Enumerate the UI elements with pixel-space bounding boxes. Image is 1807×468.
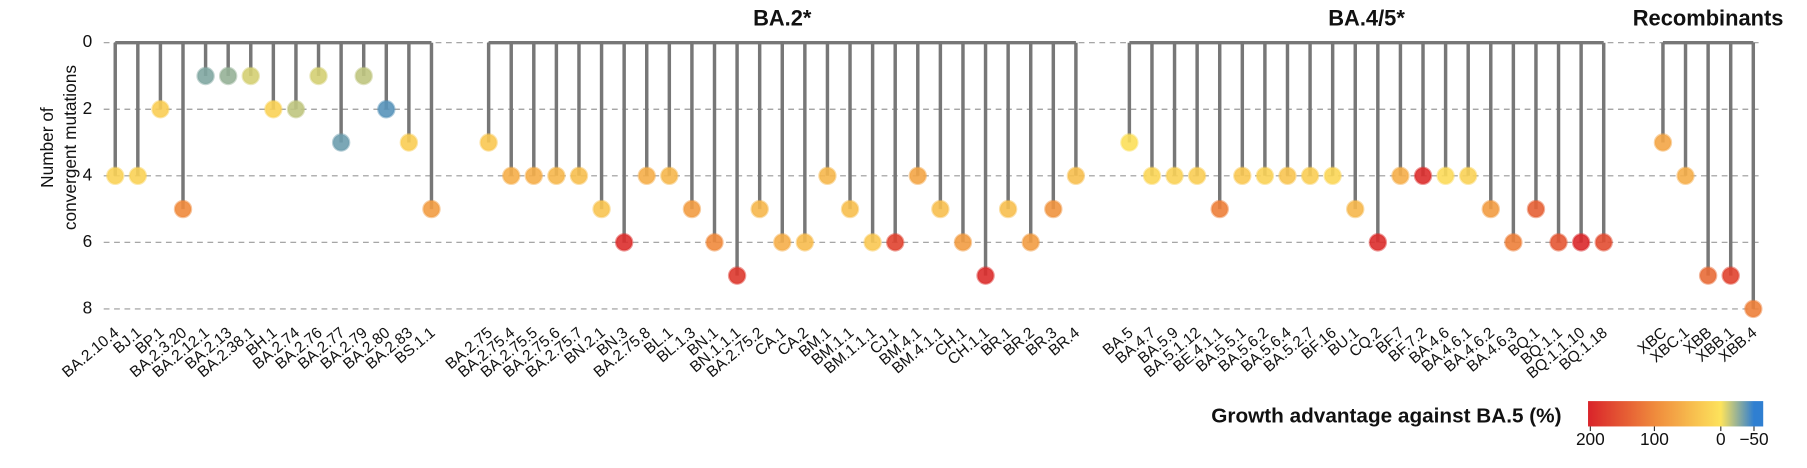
leaf-point <box>863 233 882 252</box>
leaf-point <box>1255 166 1275 186</box>
leaf-point <box>1278 166 1297 186</box>
leaf-point <box>1549 233 1568 252</box>
clade <box>1661 40 1756 309</box>
leaf-point <box>1187 166 1207 186</box>
leaf-point <box>524 166 544 186</box>
leaf-point <box>953 233 973 252</box>
leaf-point <box>773 233 792 252</box>
leaf-point <box>501 166 521 186</box>
leaf-point <box>354 66 373 86</box>
leaf-point <box>1066 166 1086 186</box>
colorbar-tick-label: −50 <box>1739 429 1768 449</box>
leaf-point <box>1044 199 1063 219</box>
leaf-point <box>1120 133 1139 152</box>
leaf-point <box>128 166 148 186</box>
leaf-point <box>479 133 498 152</box>
leaf-point <box>637 166 656 186</box>
leaf-point <box>660 166 679 186</box>
y-axis-label: Number of <box>37 107 57 188</box>
leaf-point <box>998 199 1018 219</box>
leaf-point <box>1142 166 1162 186</box>
leaf-point <box>569 166 589 186</box>
leaf-point <box>331 133 351 152</box>
leaf-point <box>1698 266 1718 285</box>
leaf-point <box>818 166 837 186</box>
leaf-point <box>1653 133 1673 152</box>
leaf-point <box>422 199 441 219</box>
leaf-point <box>1571 233 1591 252</box>
y-tick-label: 0 <box>83 31 93 51</box>
y-tick-label: 2 <box>83 98 93 118</box>
leaf-point <box>1594 233 1613 252</box>
leaf-point <box>1233 166 1252 186</box>
leaf-point <box>682 199 702 219</box>
leaf-point <box>106 166 125 186</box>
clade <box>486 40 1078 276</box>
leaf-point <box>1300 166 1320 186</box>
leaf-point <box>309 66 328 86</box>
leaf-point <box>1323 166 1342 186</box>
leaf-point <box>1458 166 1478 186</box>
leaf-point <box>705 233 724 252</box>
leaf-point <box>264 100 283 119</box>
leaf-point <box>1021 233 1040 252</box>
leaf-point <box>614 233 634 252</box>
leaf-point <box>908 166 928 186</box>
leaf-point <box>931 199 950 219</box>
clade-label: BA.4/5* <box>1328 5 1405 30</box>
leaf-point <box>1504 233 1523 252</box>
colorbar-title: Growth advantage against BA.5 (%) <box>1211 405 1561 428</box>
leaf-point <box>727 266 747 285</box>
leaf-point <box>1744 299 1763 319</box>
leaf-point <box>795 233 815 252</box>
colorbar-tick-label: 100 <box>1640 429 1669 449</box>
leaf-point <box>1436 166 1455 186</box>
leaf-point <box>286 100 306 119</box>
leaf-point <box>1368 233 1388 252</box>
leaf-point <box>1165 166 1184 186</box>
colorbar-tick-label: 0 <box>1716 429 1726 449</box>
clade <box>113 40 434 210</box>
leaf-point <box>196 66 215 86</box>
leaf-point <box>547 166 566 186</box>
leaf-point <box>885 233 905 252</box>
leaf-point <box>1481 199 1500 219</box>
leaf-point <box>1346 199 1365 219</box>
leaf-point <box>1526 199 1546 219</box>
leaf-point <box>750 199 769 219</box>
y-tick-label: 6 <box>83 231 93 251</box>
leaf-point <box>151 100 170 119</box>
leaf-point <box>399 133 419 152</box>
clade <box>1127 40 1606 243</box>
leaf-point <box>1210 199 1229 219</box>
leaf-point <box>1391 166 1410 186</box>
y-tick-label: 8 <box>83 297 93 317</box>
colorbar-tick-label: 200 <box>1576 429 1605 449</box>
leaf-point <box>1721 266 1740 285</box>
y-tick-label: 4 <box>83 164 93 184</box>
leaf-point <box>1676 166 1695 186</box>
clade-label: BA.2* <box>753 5 812 30</box>
leaf-point <box>592 199 611 219</box>
leaf-point <box>241 66 260 86</box>
clade-label: Recombinants <box>1633 5 1784 30</box>
colorbar <box>1588 401 1764 427</box>
x-tick-label: BA.2.10.4 <box>59 324 123 381</box>
y-axis-label: convergent mutations <box>60 65 80 230</box>
leaf-point <box>840 199 860 219</box>
leaf-point <box>1413 166 1433 186</box>
leaf-point <box>976 266 995 285</box>
leaf-point <box>173 199 193 219</box>
leaf-point <box>218 66 238 86</box>
leaf-point <box>377 100 396 119</box>
